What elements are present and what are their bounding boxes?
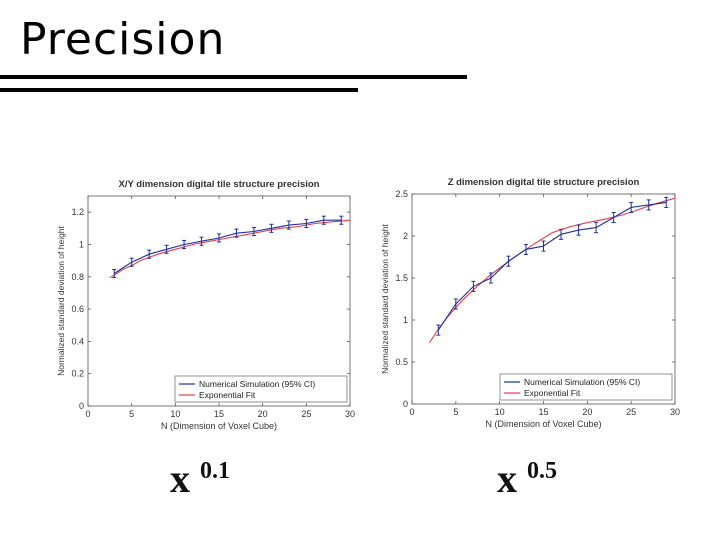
series-numerical-simulation-line: [113, 219, 342, 274]
y-tick-label: 0.8: [71, 272, 84, 282]
legend-box: [174, 375, 348, 403]
xy-precision-chart-svg: X/Y dimension digital tile structure pre…: [56, 179, 355, 431]
y-tick-label: 0: [79, 401, 84, 411]
chart-title: Z dimension digital tile structure preci…: [448, 177, 640, 188]
plot-area-frame: [87, 195, 351, 407]
legend-entry: Exponential Fit: [199, 390, 256, 400]
x-tick-label: 10: [495, 407, 505, 417]
title-underline-short: [0, 88, 358, 92]
y-tick-label: 1.5: [395, 273, 408, 283]
y-tick-label: 1: [403, 315, 408, 325]
y-axis-label: Normalized standard deviation of height: [380, 223, 390, 373]
x-axis-label: N (Dimension of Voxel Cube): [485, 419, 601, 429]
y-axis-label: Normalized standard deviation of height: [56, 225, 66, 375]
series-numerical-simulation-line: [437, 201, 667, 331]
x-tick-label: 20: [582, 407, 592, 417]
x-tick-label: 5: [453, 407, 458, 417]
y-tick-label: 0.4: [71, 336, 84, 346]
formula-right-base: x: [497, 456, 517, 501]
formula-left-exponent: 0.1: [200, 458, 230, 484]
formula-right: x 0.5: [497, 455, 557, 502]
x-tick-label: 0: [85, 409, 90, 419]
x-tick-label: 15: [214, 409, 224, 419]
xy-precision-chart: X/Y dimension digital tile structure pre…: [48, 172, 366, 438]
y-tick-label: 2.5: [395, 189, 408, 199]
x-tick-label: 5: [129, 409, 134, 419]
formula-right-exponent: 0.5: [527, 458, 557, 484]
x-tick-label: 0: [409, 407, 414, 417]
legend-entry: Numerical Simulation (95% CI): [199, 379, 315, 389]
z-precision-chart: Z dimension digital tile structure preci…: [375, 172, 690, 438]
x-tick-label: 15: [538, 407, 548, 417]
y-tick-label: 2: [403, 231, 408, 241]
x-tick-label: 30: [345, 409, 355, 419]
x-tick-label: 20: [258, 409, 268, 419]
x-tick-label: 30: [670, 407, 680, 417]
formula-left: x 0.1: [170, 455, 230, 502]
chart-title: X/Y dimension digital tile structure pre…: [119, 179, 320, 190]
x-tick-label: 25: [626, 407, 636, 417]
legend-entry: Exponential Fit: [524, 388, 581, 398]
y-tick-label: 0.2: [71, 369, 84, 379]
y-tick-label: 0: [403, 399, 408, 409]
y-tick-label: 1.2: [71, 207, 84, 217]
plot-area-frame: [411, 193, 676, 405]
series-exponential-fit-line: [429, 197, 676, 344]
y-tick-label: 1: [79, 239, 84, 249]
x-tick-label: 25: [301, 409, 311, 419]
title-underline-long: [0, 75, 467, 79]
legend-entry: Numerical Simulation (95% CI): [524, 377, 640, 387]
slide-title: Precision: [20, 14, 226, 65]
formula-left-base: x: [170, 456, 190, 501]
series-exponential-fit-line: [109, 219, 351, 279]
x-tick-label: 10: [170, 409, 180, 419]
y-tick-label: 0.6: [71, 304, 84, 314]
y-tick-label: 0.5: [395, 357, 408, 367]
z-precision-chart-svg: Z dimension digital tile structure preci…: [380, 177, 680, 429]
x-axis-label: N (Dimension of Voxel Cube): [161, 421, 277, 431]
legend-box: [499, 373, 673, 401]
